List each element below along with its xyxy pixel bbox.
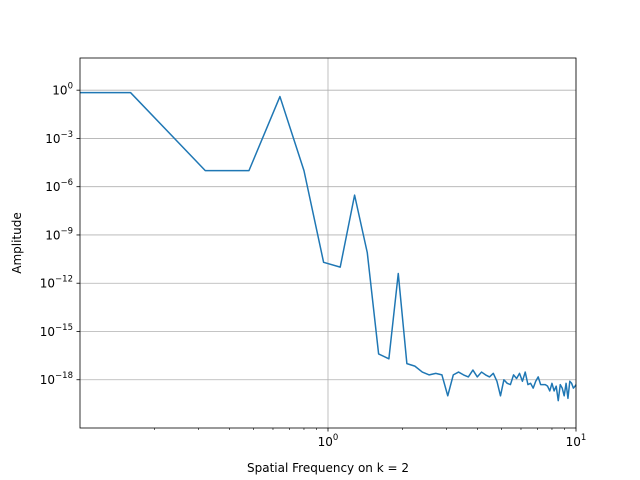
y-tick-label: 10−9: [45, 226, 73, 242]
y-tick-label: 100: [52, 82, 73, 98]
series-line: [80, 91, 577, 402]
x-tick-label: 101: [566, 433, 587, 449]
grid: [80, 58, 577, 428]
y-tick-label: 10−15: [40, 323, 73, 339]
y-tick-label: 10−6: [45, 178, 73, 194]
y-tick-label: 10−3: [45, 130, 73, 146]
series-layer: [80, 91, 577, 402]
y-tick-label: 10−12: [40, 275, 73, 291]
x-tick-label: 100: [318, 433, 339, 449]
y-tick-label: 10−18: [40, 371, 73, 387]
y-axis-label: Amplitude: [10, 212, 24, 274]
ticks: 100 101 100 10−3 10−6 10−9 10−12 10−15 10−18: [40, 82, 587, 449]
x-axis-label: Spatial Frequency on k = 2: [247, 461, 409, 475]
